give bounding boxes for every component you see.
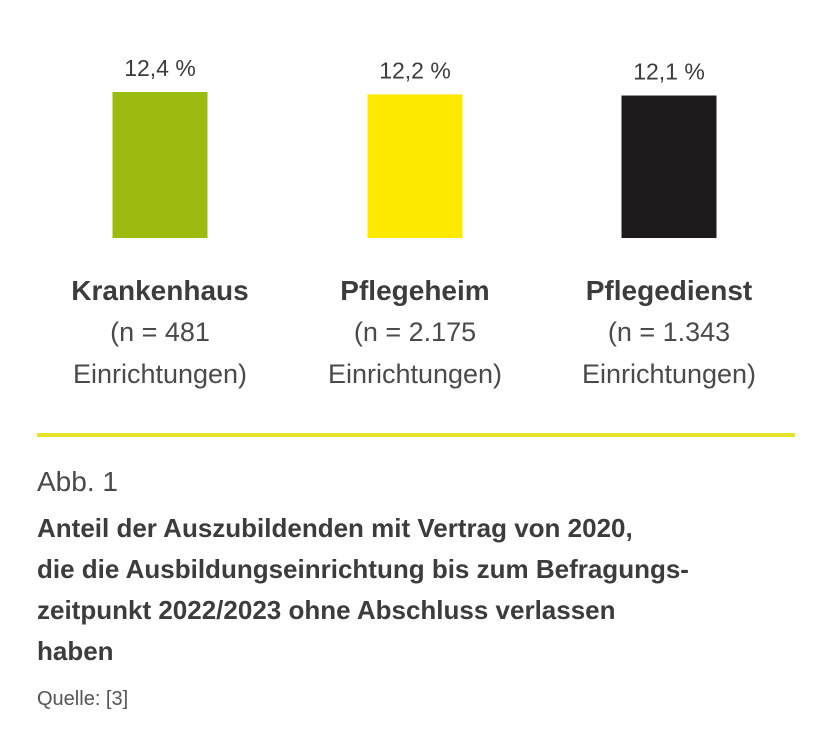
- figure-caption: Abb. 1 Anteil der Auszubildenden mit Ver…: [37, 462, 807, 711]
- category-label: Krankenhaus: [71, 275, 248, 306]
- category-sublabel: (n = 1.343: [608, 317, 730, 347]
- figure-title-line: die die Ausbildungseinrichtung bis zum B…: [37, 554, 689, 584]
- bar-value-label: 12,1 %: [633, 59, 705, 85]
- bar-value-label: 12,2 %: [379, 57, 451, 83]
- bar-value-label: 12,4 %: [124, 55, 196, 81]
- category-sublabel: Einrichtungen): [73, 359, 247, 389]
- bar: [621, 95, 717, 238]
- figure-title-line: haben: [37, 636, 114, 666]
- category-sublabel: Einrichtungen): [582, 359, 756, 389]
- category-sublabel: (n = 2.175: [354, 317, 476, 347]
- category-sublabel: Einrichtungen): [328, 359, 502, 389]
- source-note: Quelle: [3]: [37, 688, 129, 710]
- divider-line: [37, 433, 795, 437]
- figure-title-line: Anteil der Auszubildenden mit Vertrag vo…: [37, 513, 633, 543]
- bar-chart: 12,4 % Krankenhaus (n = 481 Einrichtungen) 1…: [71, 55, 756, 389]
- category-sublabel: (n = 481: [110, 317, 210, 347]
- figure-title: Anteil der Auszubildenden mit Vertrag vo…: [37, 508, 807, 672]
- category-label: Pflegedienst: [586, 275, 752, 306]
- figure-label: Abb. 1: [37, 466, 118, 497]
- category-label: Pflegeheim: [340, 275, 489, 306]
- figure-title-line: zeitpunkt 2022/2023 ohne Abschluss verla…: [37, 595, 616, 625]
- bar: [112, 92, 208, 238]
- bar: [367, 94, 463, 239]
